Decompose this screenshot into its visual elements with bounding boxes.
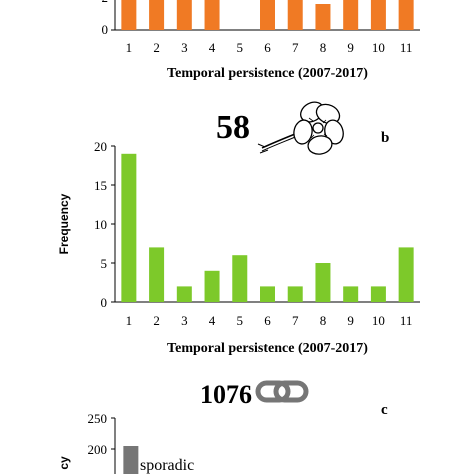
panel-a-bar [343, 0, 359, 30]
panel-a-x-tick-label: 1 [126, 40, 133, 55]
panel-a-x-ticks: 1 2 3 4 5 6 7 8 9 10 11 [111, 29, 413, 55]
panel-b-x-tick-label: 1 [126, 313, 133, 328]
panel-a-bar [121, 0, 137, 30]
panel-b-x-axis-label: Temporal persistence (2007-2017) [167, 341, 368, 356]
panel-a-y-tick: 0 [102, 22, 109, 37]
panel-a-x-tick-label: 7 [292, 40, 299, 55]
panel-b-x-tick-label: 4 [209, 313, 216, 328]
panel-c-bars [123, 446, 139, 474]
panel-a-bar [315, 4, 331, 30]
panel-b-letter: b [381, 130, 389, 146]
panel-a-x-axis-label: Temporal persistence (2007-2017) [167, 66, 368, 81]
panel-b-x-tick-label: 3 [181, 313, 188, 328]
panel-b-y-tick-label: 20 [94, 139, 107, 154]
panel-b-count-label: 58 [216, 109, 250, 146]
panel-b-bar [398, 247, 414, 302]
panel-c-y-ticks: 200 250 [88, 411, 115, 457]
panel-a-bar [204, 0, 220, 30]
panel-a-y-tick: 2 [102, 0, 109, 5]
panel-b-x-tick-label: 11 [400, 313, 413, 328]
panel-a-x-tick-label: 2 [153, 40, 160, 55]
panel-b-y-tick-label: 5 [101, 256, 108, 271]
panel-b-x-tick-label: 7 [292, 313, 299, 328]
panel-b-y-tick-label: 0 [101, 295, 108, 310]
panel-c-y-tick-label: 200 [88, 442, 108, 457]
panel-c-legend-sporadic: sporadic [140, 457, 194, 474]
panel-b-x-tick-label: 5 [237, 313, 244, 328]
panel-a-x-tick-label: 6 [264, 40, 271, 55]
panel-b-bar [260, 286, 275, 302]
panel-b-x-tick-label: 6 [264, 313, 271, 328]
panel-c-y-axis-label: cy [57, 456, 71, 470]
panel-a-x-tick-label: 5 [237, 40, 244, 55]
panel-a-bar [149, 0, 165, 30]
panel-b-bar [370, 286, 386, 302]
panel-a-x-tick-label: 4 [209, 40, 216, 55]
flower-icon [257, 101, 344, 155]
panel-b-y-tick-label: 10 [94, 217, 107, 232]
panel-a-x-tick-label: 8 [320, 40, 327, 55]
panel-a-bars [121, 0, 414, 30]
panel-a-x-tick-label: 11 [400, 40, 413, 55]
panel-b-x-tick-label: 2 [153, 313, 160, 328]
panel-a-x-tick-label: 3 [181, 40, 188, 55]
panel-b-bar [287, 286, 303, 302]
panel-c-y-tick-label: 250 [88, 411, 108, 426]
panel-b-y-axis-label: Frequency [57, 193, 71, 254]
panel-c-count-label: 1076 [200, 380, 252, 409]
panel-b-y-ticks: 0 5 10 15 20 [94, 139, 115, 310]
panel-a-x-tick-label: 10 [372, 40, 385, 55]
panel-b-x-ticks: 1 2 3 4 5 6 7 8 9 10 11 [126, 313, 413, 328]
panel-a: 1 2 3 4 5 6 7 8 9 10 11 0 2 Temporal persistence (… [102, 0, 420, 81]
panel-a-bar [260, 0, 275, 30]
panel-a-x-tick-label: 9 [347, 40, 354, 55]
panel-b-bar [176, 286, 192, 302]
panel-b-x-tick-label: 10 [372, 313, 385, 328]
panel-b-bar [315, 263, 331, 302]
panel-a-bar [398, 0, 414, 30]
panel-b-bar [121, 153, 137, 302]
panel-b-x-tick-label: 9 [347, 313, 354, 328]
panel-b-bar [232, 255, 248, 302]
panel-b-y-tick-label: 15 [94, 178, 107, 193]
panel-c: 1076 c 200 250 cy sporadic [57, 380, 388, 474]
panel-b-x-tick-label: 8 [320, 313, 327, 328]
panel-a-bar [176, 0, 192, 30]
panel-b-bar [149, 247, 165, 302]
panel-a-bar [287, 0, 303, 30]
panel-b-bar [343, 286, 359, 302]
panel-a-bar [370, 0, 386, 30]
chain-link-icon [255, 380, 309, 403]
panel-c-bar [123, 446, 139, 474]
panel-b-bars [121, 153, 414, 302]
panel-b: 58 b 0 5 10 15 20 Frequency 1 2 3 4 5 6 7 8 9 10 11 Te… [57, 101, 420, 356]
panel-c-letter: c [381, 402, 388, 418]
panel-b-bar [204, 270, 220, 302]
